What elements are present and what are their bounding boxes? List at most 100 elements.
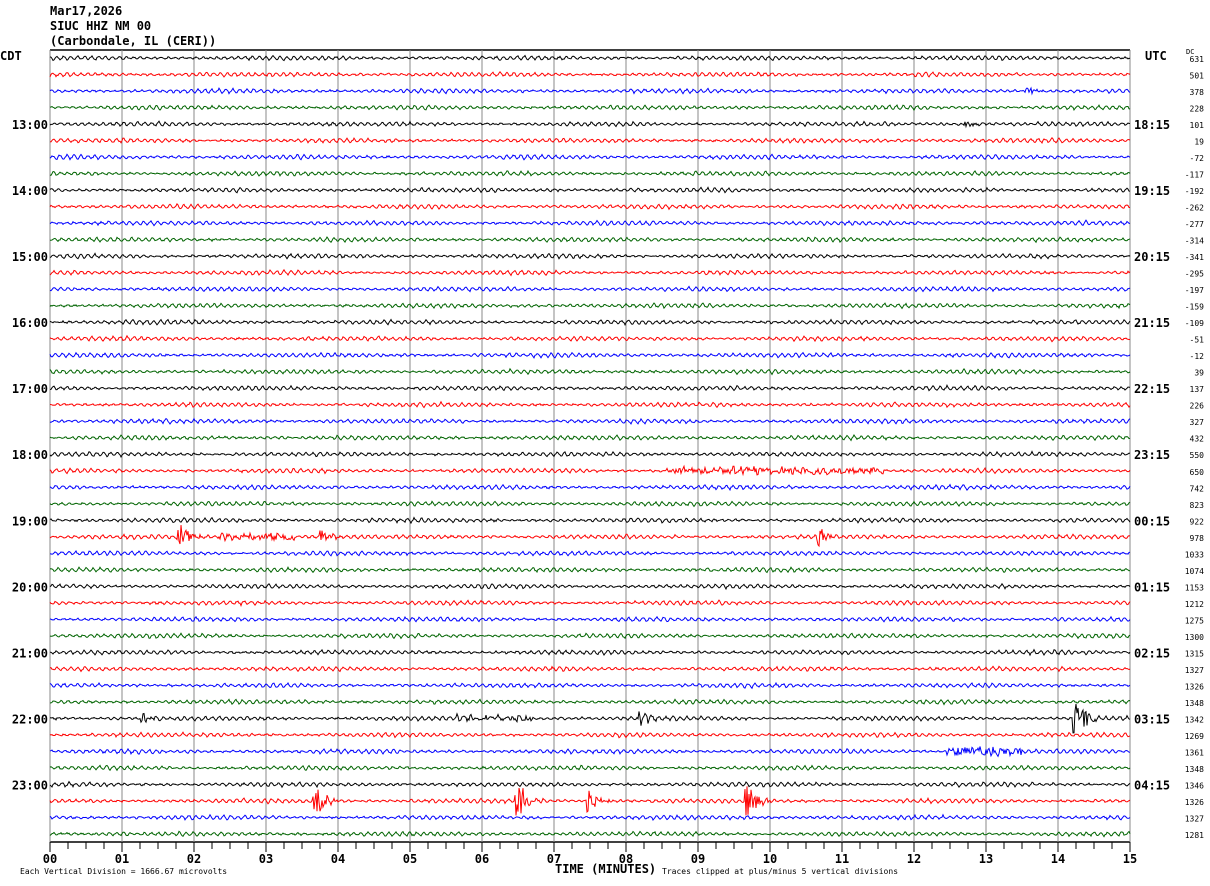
seismogram-trace	[49, 120, 1131, 129]
dc-offset-label: 432	[1190, 435, 1205, 444]
right-hour-label: 19:15	[1134, 184, 1170, 198]
dc-offset-label: 1346	[1185, 781, 1204, 790]
left-hour-label: 19:00	[12, 514, 48, 528]
seismogram-trace	[49, 169, 1131, 177]
right-hour-label: 01:15	[1134, 580, 1170, 594]
seismogram-trace	[49, 703, 1131, 734]
seismogram-trace	[49, 764, 1131, 772]
x-tick-label: 10	[763, 852, 777, 866]
station-label: SIUC HHZ NM 00	[50, 19, 152, 33]
seismogram-trace	[49, 648, 1131, 657]
seismogram-trace	[50, 384, 1131, 392]
dc-offset-label: -117	[1185, 171, 1204, 180]
dc-offset-label: 378	[1190, 88, 1205, 97]
right-hour-label: 21:15	[1134, 316, 1170, 330]
seismogram-trace	[49, 665, 1131, 673]
dc-offset-label: -295	[1185, 270, 1204, 279]
dc-offset-label: 228	[1190, 105, 1205, 114]
dc-offset-label: 550	[1190, 451, 1205, 460]
dc-label: DC	[1186, 48, 1195, 56]
dc-offset-label: 631	[1190, 55, 1205, 64]
seismogram-trace	[49, 236, 1131, 244]
scale-note: Each Vertical Division = 1666.67 microvo…	[20, 867, 228, 876]
dc-offset-label: -51	[1190, 336, 1205, 345]
left-hour-label: 21:00	[12, 646, 48, 660]
dc-offset-label: -341	[1185, 253, 1204, 262]
seismogram-trace	[49, 813, 1131, 821]
dc-offset-label: 39	[1194, 369, 1204, 378]
dc-offset-label: 137	[1190, 385, 1205, 394]
x-tick-label: 13	[979, 852, 993, 866]
seismogram-trace	[49, 302, 1131, 310]
seismogram-trace	[49, 219, 1131, 227]
dc-offset-label: 1361	[1185, 748, 1204, 757]
x-tick-label: 11	[835, 852, 849, 866]
dc-offset-label: 922	[1190, 517, 1205, 526]
seismogram-trace	[49, 285, 1131, 293]
dc-offset-label: 1281	[1185, 831, 1204, 840]
dc-offset-label: 1300	[1185, 633, 1204, 642]
x-tick-label: 14	[1051, 852, 1065, 866]
x-tick-label: 03	[259, 852, 273, 866]
seismogram-trace	[49, 137, 1131, 145]
seismogram-trace	[49, 516, 1131, 525]
seismogram-trace	[50, 550, 1131, 557]
x-tick-label: 08	[619, 852, 633, 866]
seismogram-trace	[49, 746, 1131, 758]
seismogram-trace	[49, 615, 1131, 623]
left-hour-label: 16:00	[12, 316, 48, 330]
right-timezone-label: UTC	[1145, 49, 1167, 63]
dc-offset-label: 1074	[1185, 567, 1204, 576]
seismogram-trace	[49, 566, 1131, 574]
dc-offset-label: 1326	[1185, 682, 1204, 691]
left-hour-label: 23:00	[12, 778, 48, 792]
seismogram-trace	[49, 450, 1131, 458]
seismogram-trace	[49, 252, 1131, 260]
left-timezone-label: CDT	[0, 49, 22, 63]
right-hour-label: 18:15	[1134, 118, 1170, 132]
seismogram-trace	[49, 318, 1131, 327]
seismogram-trace	[49, 525, 1131, 548]
location-label: (Carbondale, IL (CERI))	[50, 34, 217, 48]
dc-offset-label: 1348	[1185, 765, 1204, 774]
dc-offset-label: 1153	[1185, 583, 1204, 592]
dc-offset-label: -192	[1185, 187, 1204, 196]
x-tick-label: 04	[331, 852, 345, 866]
seismogram-trace	[49, 367, 1131, 376]
seismogram-trace	[49, 483, 1131, 492]
dc-offset-label: -72	[1190, 154, 1205, 163]
seismogram-trace	[49, 334, 1131, 343]
left-hour-label: 17:00	[12, 382, 48, 396]
dc-offset-label: 1342	[1185, 715, 1204, 724]
x-axis-label: TIME (MINUTES)	[555, 862, 657, 876]
seismogram-trace	[49, 268, 1131, 277]
dc-offset-label: -262	[1185, 204, 1204, 213]
dc-offset-label: 650	[1190, 468, 1205, 477]
dc-offset-label: 978	[1190, 534, 1205, 543]
right-hour-label: 02:15	[1134, 646, 1170, 660]
right-hour-label: 20:15	[1134, 250, 1170, 264]
left-hour-label: 13:00	[12, 118, 48, 132]
seismogram-trace	[49, 464, 1131, 477]
seismogram-trace	[49, 54, 1131, 62]
x-tick-label: 02	[187, 852, 201, 866]
dc-offset-label: -12	[1190, 352, 1205, 361]
seismogram-trace	[49, 582, 1131, 591]
seismogram-trace	[49, 786, 1131, 816]
seismogram-trace	[49, 698, 1131, 706]
dc-offset-label: 1212	[1185, 600, 1204, 609]
x-tick-label: 00	[43, 852, 57, 866]
right-hour-label: 03:15	[1134, 712, 1170, 726]
dc-offset-label: -197	[1185, 286, 1204, 295]
seismogram-trace	[49, 681, 1131, 690]
seismogram-trace	[49, 599, 1131, 608]
seismogram-trace	[49, 400, 1131, 409]
dc-offset-label: 823	[1190, 501, 1205, 510]
left-hour-label: 15:00	[12, 250, 48, 264]
seismogram-trace	[49, 86, 1131, 96]
seismogram-trace	[49, 780, 1131, 789]
seismogram-trace	[49, 203, 1130, 211]
dc-offset-label: 1327	[1185, 666, 1204, 675]
seismogram-trace	[49, 70, 1131, 78]
